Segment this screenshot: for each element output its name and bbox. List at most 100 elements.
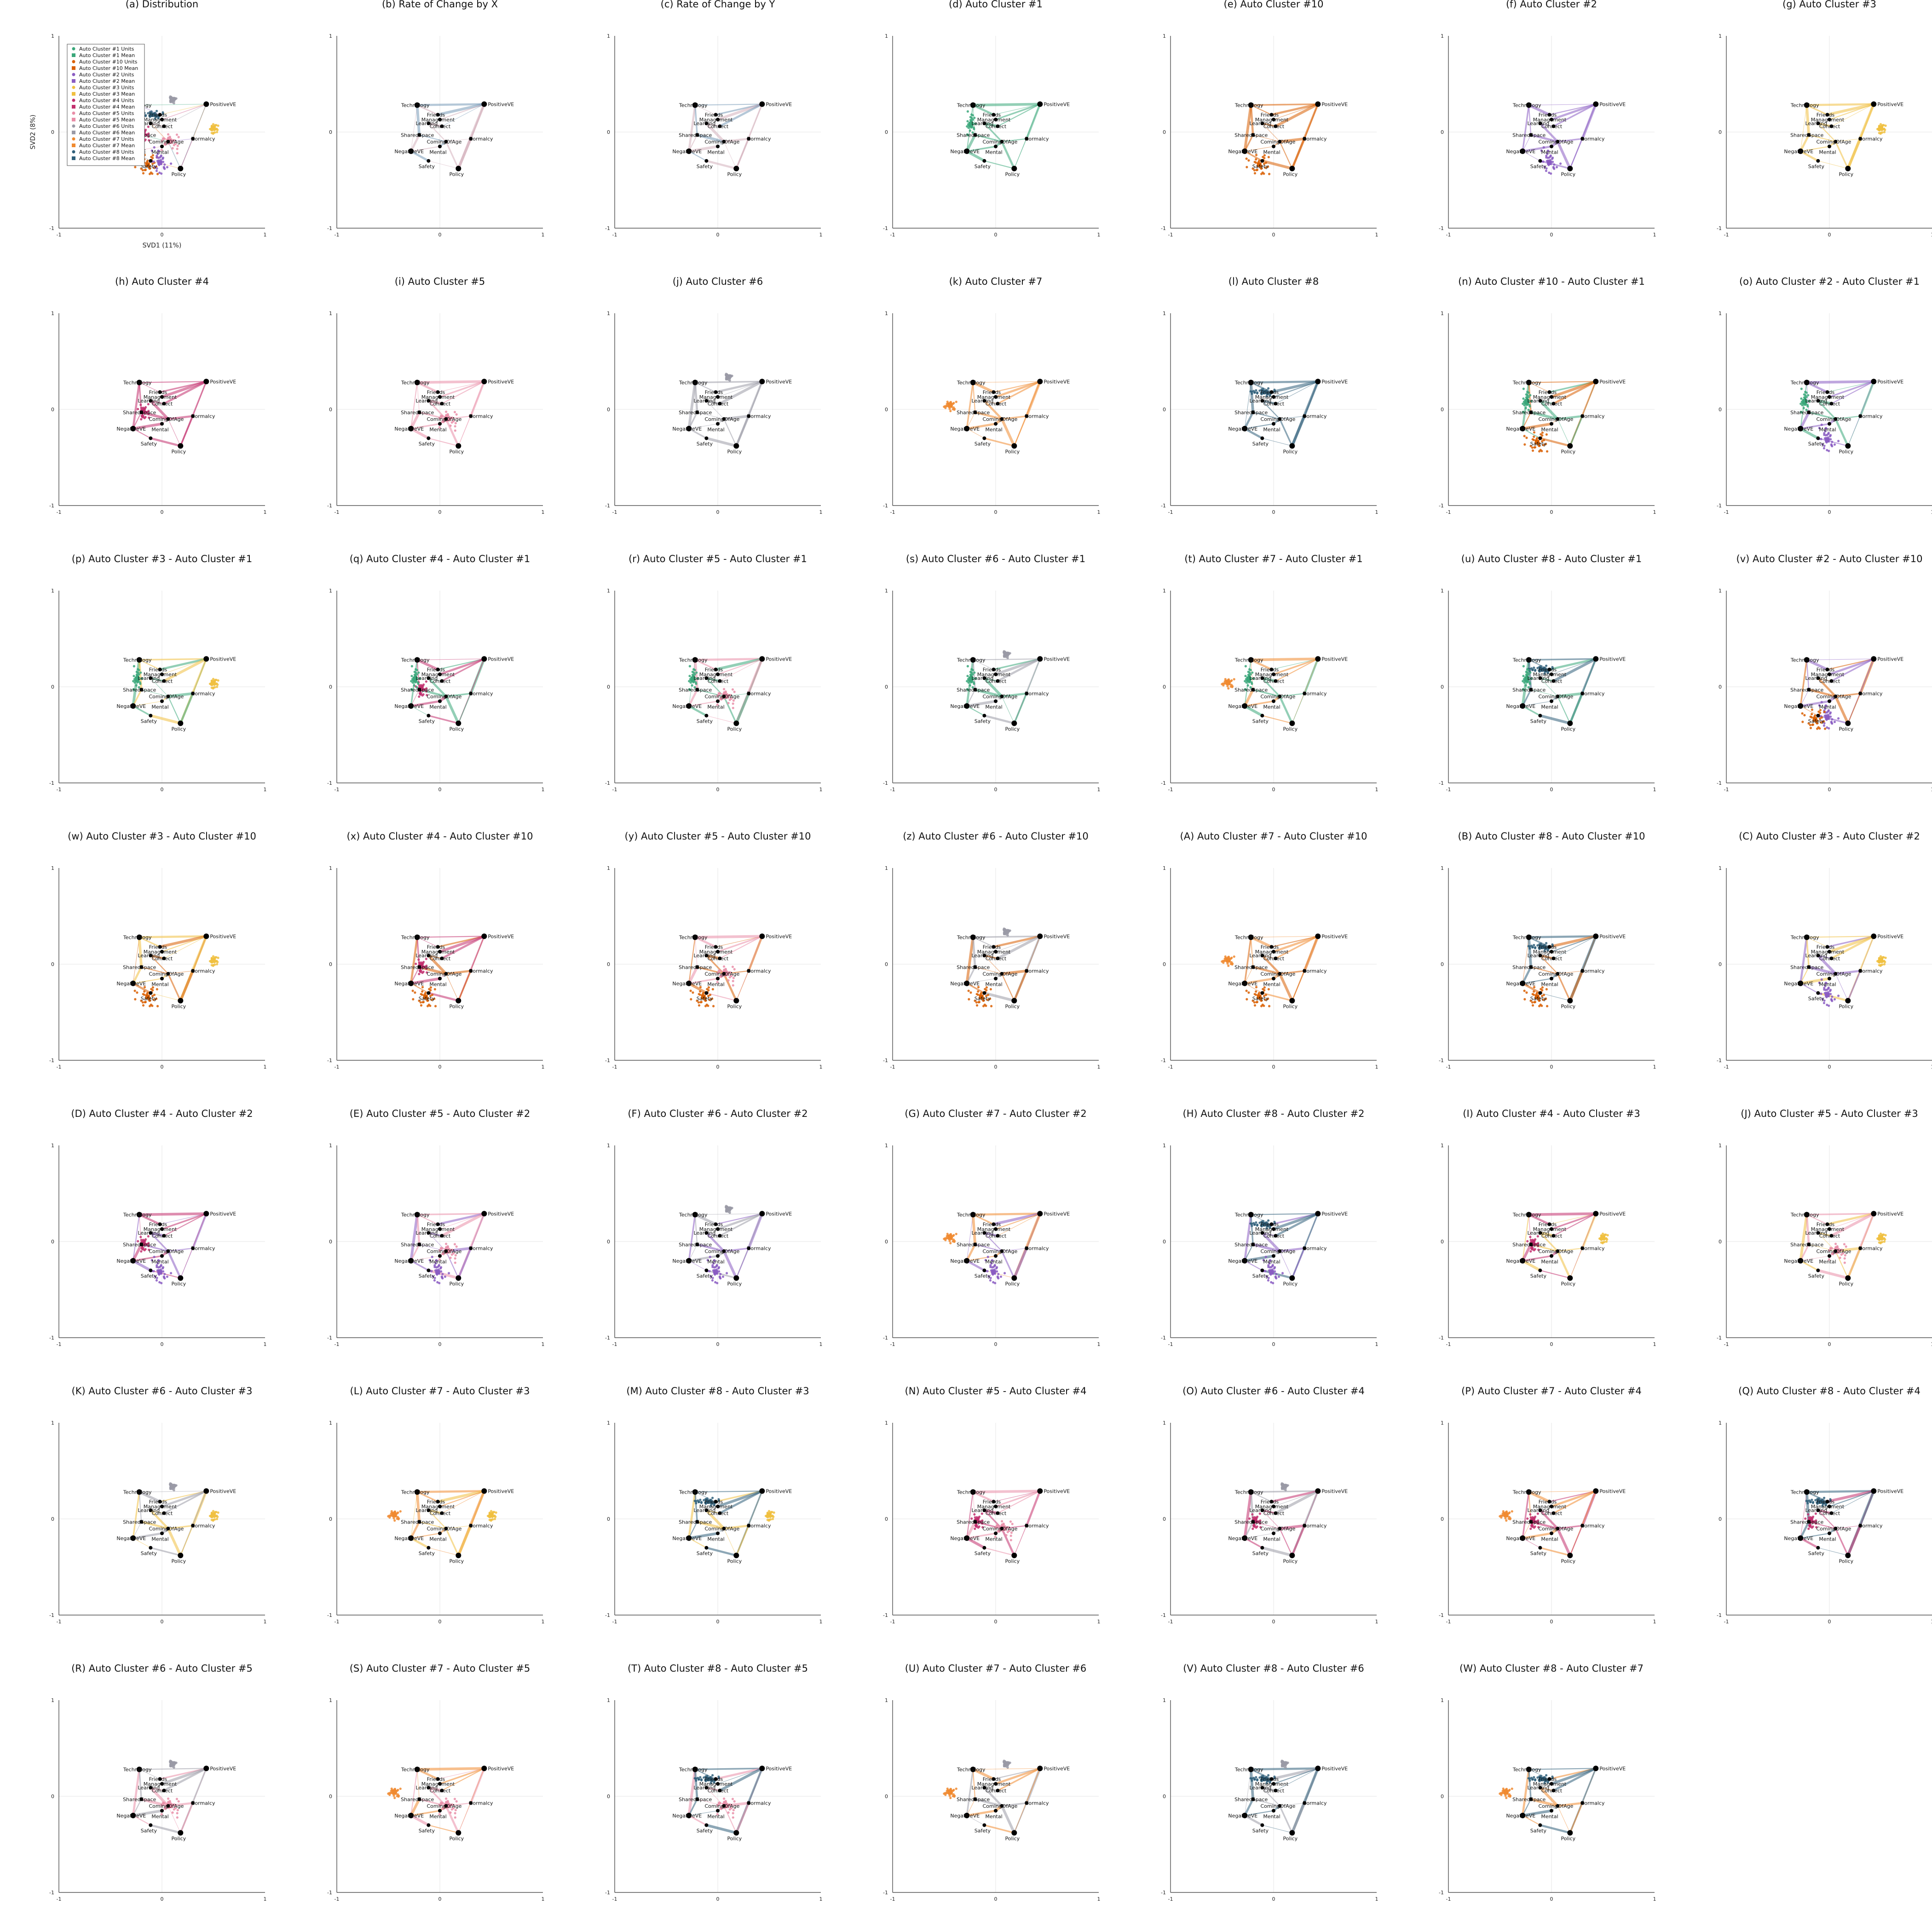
node-label: Technology	[1512, 934, 1541, 940]
unit-point	[1829, 993, 1832, 995]
node-point	[1260, 436, 1264, 440]
node-label: Mental	[985, 704, 1002, 710]
network-edge	[1261, 159, 1294, 170]
unit-point	[399, 1510, 402, 1513]
node-point	[994, 144, 998, 149]
unit-point	[731, 688, 734, 691]
node-point	[1567, 166, 1573, 172]
panel-title: (z) Auto Cluster #6 - Auto Cluster #10	[903, 831, 1089, 842]
y-tick-label: 0	[885, 407, 888, 413]
network-edge	[1250, 937, 1254, 968]
unit-point	[141, 169, 144, 172]
node-point	[704, 1268, 709, 1272]
x-tick-label: 0	[1272, 509, 1275, 515]
unit-point	[955, 1232, 957, 1236]
unit-point	[163, 138, 166, 140]
unit-point	[454, 1261, 456, 1264]
network-edge	[1261, 122, 1277, 127]
unit-point	[144, 114, 147, 117]
node-label: Policy	[1283, 726, 1298, 732]
unit-point	[1830, 999, 1833, 1001]
node-label: PositiveVE	[488, 656, 514, 662]
node-label: Policy	[171, 1003, 186, 1009]
network-edge	[1014, 138, 1027, 169]
unit-point	[454, 425, 456, 428]
panel-title: (u) Auto Cluster #8 - Auto Cluster #1	[1461, 553, 1642, 564]
node-label: ComingOfAge	[704, 139, 739, 145]
y-tick-label: 0	[329, 961, 332, 967]
node-label: ComingOfAge	[1260, 694, 1295, 700]
y-tick-label: 0	[1719, 684, 1722, 690]
unit-point	[169, 1272, 173, 1275]
x-tick-label: 0	[161, 787, 164, 793]
unit-point	[420, 684, 422, 687]
node-label: Safety	[141, 164, 157, 170]
network-edge	[687, 145, 719, 153]
unit-point	[970, 120, 973, 122]
unit-point	[156, 1005, 159, 1007]
unit-point	[690, 998, 692, 1000]
node-label: PositiveVE	[1877, 933, 1903, 939]
unit-point	[1883, 963, 1886, 966]
unit-point	[138, 669, 140, 672]
network-edge	[974, 134, 1003, 143]
node-label: Mental	[1263, 426, 1280, 432]
unit-point	[495, 1511, 497, 1514]
network-edge	[984, 160, 1015, 169]
chart-panel: (j) Auto Cluster #6-1 0 1-101TechnologyFri…	[605, 276, 822, 515]
unit-point	[1233, 678, 1235, 681]
node-label: Connect	[152, 1233, 173, 1239]
node-label: Policy	[171, 1281, 186, 1287]
node-point	[149, 436, 153, 440]
node-label: ComingOfAge	[427, 971, 461, 977]
node-label: PositiveVE	[210, 101, 236, 107]
x-tick-label: 1	[1375, 509, 1378, 515]
node-label: NegativeVE	[1506, 149, 1535, 155]
unit-point	[1800, 397, 1803, 400]
node-label: Technology	[401, 1212, 430, 1218]
node-label: Connect	[986, 123, 1007, 129]
node-label: Mental	[985, 1536, 1002, 1542]
node-label: PositiveVE	[1599, 379, 1626, 385]
node-point	[1289, 720, 1295, 726]
node-label: Technology	[679, 380, 708, 385]
y-tick-label: 1	[607, 1420, 610, 1426]
unit-point	[1245, 157, 1248, 160]
node-label: Normalcy	[1025, 1246, 1049, 1252]
unit-point	[1829, 989, 1832, 991]
y-tick-label: -1	[883, 780, 888, 786]
y-tick-label: 0	[885, 1516, 888, 1522]
unit-point	[162, 1270, 165, 1273]
node-label: NegativeVE	[1228, 1535, 1257, 1541]
node-label: Connect	[1819, 123, 1840, 129]
node-point	[982, 436, 986, 440]
unit-point	[431, 1255, 433, 1258]
node-label: Technology	[957, 657, 986, 663]
unit-point	[444, 1242, 448, 1245]
y-tick-label: -1	[327, 1335, 332, 1341]
node-point	[1274, 124, 1278, 128]
unit-point	[1531, 438, 1534, 441]
unit-point	[215, 963, 219, 966]
unit-point	[972, 126, 975, 129]
x-tick-label: 0	[1550, 1064, 1553, 1070]
node-label: Technology	[401, 102, 430, 108]
cluster-mean-marker	[157, 1270, 162, 1275]
unit-point	[1529, 1527, 1532, 1530]
unit-point	[455, 1245, 458, 1248]
node-label: ComingOfAge	[1538, 1248, 1573, 1254]
unit-point	[953, 408, 956, 410]
node-label: Normalcy	[469, 968, 493, 974]
unit-point	[161, 156, 165, 159]
x-tick-label: 0	[438, 509, 442, 515]
unit-point	[420, 993, 422, 995]
unit-point	[154, 166, 156, 168]
node-label: Mental	[1819, 1259, 1836, 1265]
node-label: Safety	[975, 1273, 991, 1279]
x-tick-label: -1	[890, 1341, 895, 1347]
y-tick-label: 1	[1441, 1143, 1444, 1149]
node-label: Safety	[1808, 441, 1825, 447]
network-edge	[428, 161, 459, 169]
unit-point	[1529, 1250, 1532, 1253]
